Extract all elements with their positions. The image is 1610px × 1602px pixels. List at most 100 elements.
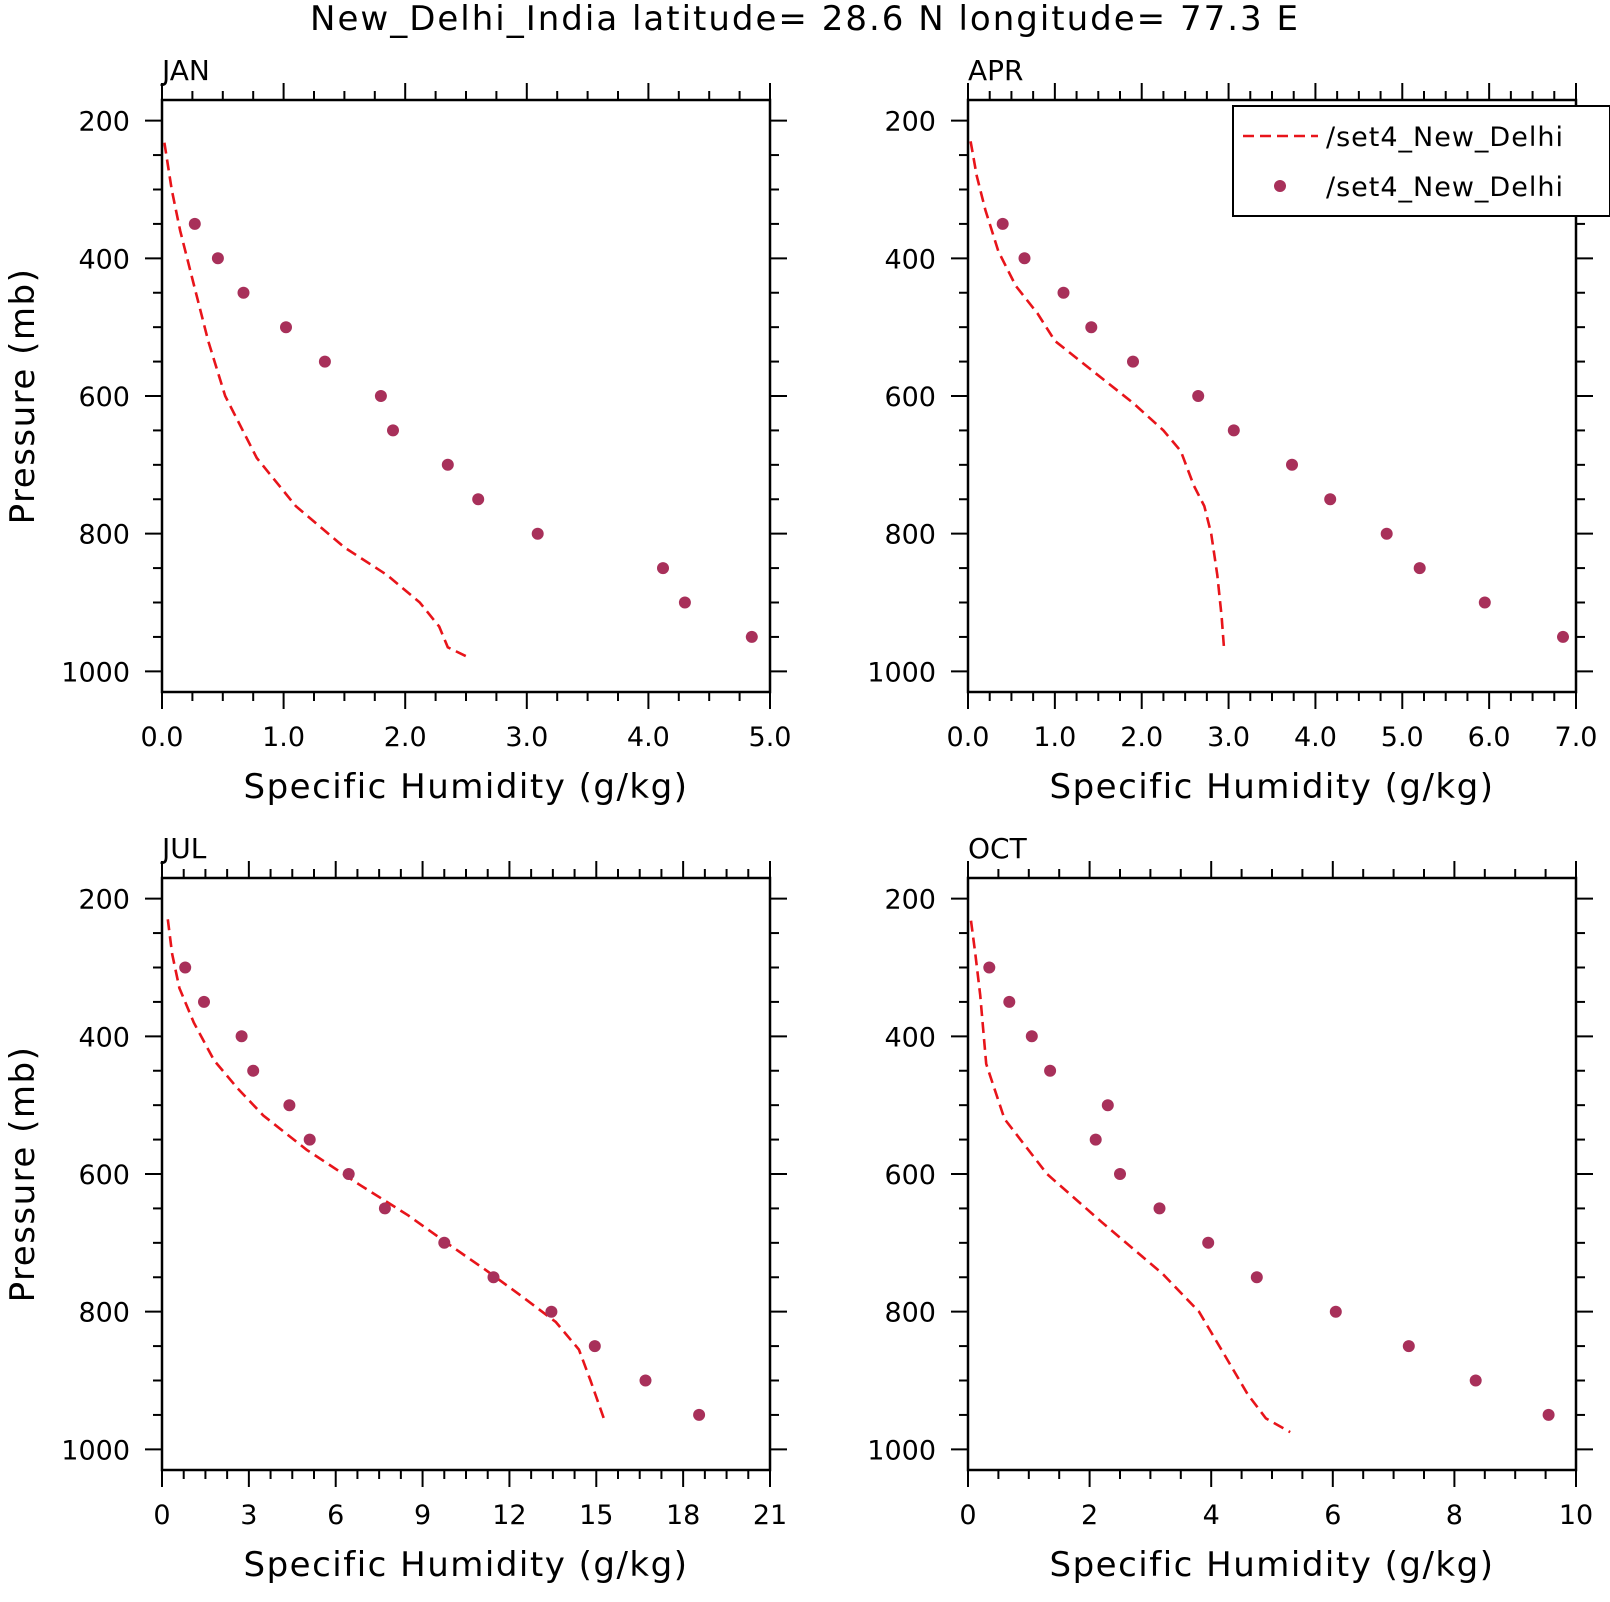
observation-point bbox=[639, 1374, 652, 1387]
observation-point bbox=[387, 424, 399, 437]
plot-data bbox=[163, 142, 758, 658]
observation-point bbox=[378, 1202, 391, 1215]
panel-jan: 200 400 600 800 1000 0.0 1.0 2.0 3.0 4.0 5.0 JAN Spe… bbox=[3, 54, 791, 807]
observation-point bbox=[1402, 1340, 1415, 1353]
x-tick-label: 0.0 bbox=[141, 722, 184, 753]
y-axis-title: Pressure (mb) bbox=[3, 1046, 43, 1303]
plot-data bbox=[166, 919, 706, 1423]
observation-point bbox=[441, 458, 454, 471]
x-tick-label: 2.0 bbox=[384, 722, 427, 753]
x-axis-title: Specific Humidity (g/kg) bbox=[244, 767, 689, 807]
y-tick-label: 1000 bbox=[867, 657, 936, 688]
x-tick-label: 5.0 bbox=[749, 722, 792, 753]
x-tick-label: 6 bbox=[327, 1500, 344, 1531]
observation-point bbox=[1127, 355, 1139, 368]
observation-point bbox=[1469, 1374, 1482, 1387]
y-tick-label: 200 bbox=[78, 107, 130, 138]
observation-point bbox=[1044, 1064, 1057, 1077]
plot-frame bbox=[160, 98, 772, 694]
x-tick-label: 0 bbox=[959, 1500, 976, 1531]
observation-point bbox=[487, 1271, 500, 1284]
y-tick-label: 400 bbox=[884, 244, 936, 275]
x-tick-label: 4.0 bbox=[1294, 722, 1337, 753]
observation-point bbox=[1089, 1133, 1102, 1146]
legend-box bbox=[1232, 105, 1610, 217]
observation-point bbox=[1114, 1168, 1126, 1180]
x-tick-label: 6 bbox=[1324, 1500, 1341, 1531]
y-tick-label: 1000 bbox=[61, 657, 130, 688]
x-tick-label: 12 bbox=[492, 1500, 526, 1531]
x-tick-label: 3 bbox=[240, 1500, 257, 1531]
observation-point bbox=[1025, 1030, 1038, 1043]
x-tick-label: 3.0 bbox=[1207, 722, 1250, 753]
legend-label-dots: /set4_New_Delhi bbox=[1326, 172, 1564, 203]
y-tick-label: 1000 bbox=[61, 1435, 130, 1466]
plot-data bbox=[969, 141, 1569, 651]
observation-point bbox=[1324, 493, 1337, 506]
y-tick-label: 600 bbox=[78, 1160, 130, 1191]
x-tick-label: 7.0 bbox=[1555, 722, 1598, 753]
observation-point bbox=[1057, 286, 1070, 299]
observation-point bbox=[1085, 321, 1098, 334]
y-tick-label: 200 bbox=[78, 885, 130, 916]
x-tick-label: 4 bbox=[1203, 1500, 1220, 1531]
x-tick-label: 0 bbox=[153, 1500, 170, 1531]
observation-point bbox=[1101, 1099, 1114, 1112]
observation-point bbox=[745, 630, 758, 643]
observation-point bbox=[342, 1168, 355, 1180]
observation-point bbox=[1542, 1408, 1555, 1421]
y-tick-label: 400 bbox=[78, 244, 130, 275]
y-tick-label: 600 bbox=[884, 382, 936, 413]
observation-point bbox=[1250, 1271, 1263, 1284]
observation-point bbox=[1003, 995, 1016, 1008]
observation-point bbox=[472, 493, 485, 506]
observation-point bbox=[198, 995, 210, 1008]
observation-point bbox=[1227, 424, 1240, 437]
y-tick-label: 600 bbox=[78, 382, 130, 413]
observation-point bbox=[1413, 562, 1426, 575]
observation-point bbox=[318, 355, 331, 368]
x-tick-label: 10 bbox=[1559, 1500, 1593, 1531]
plot-data bbox=[969, 920, 1555, 1434]
observation-point bbox=[1478, 596, 1491, 609]
y-tick-label: 800 bbox=[884, 1298, 936, 1329]
panel-label: APR bbox=[968, 54, 1024, 87]
x-tick-label: 18 bbox=[666, 1500, 700, 1531]
legend: /set4_New_Delhi/set4_New_Delhi bbox=[1232, 105, 1610, 217]
panel-apr: 200 400 600 800 1000 0.0 1.0 2.0 3.0 4.0 5.0 6.0 7.0… bbox=[867, 54, 1597, 807]
x-tick-label: 15 bbox=[579, 1500, 613, 1531]
observation-point bbox=[438, 1236, 451, 1249]
panel-label: JUL bbox=[160, 832, 207, 865]
observation-point bbox=[1153, 1202, 1166, 1215]
observation-point bbox=[678, 596, 691, 609]
observation-point bbox=[211, 252, 224, 265]
x-tick-label: 21 bbox=[753, 1500, 787, 1531]
x-tick-label: 1.0 bbox=[1033, 722, 1076, 753]
x-tick-label: 4.0 bbox=[627, 722, 670, 753]
y-tick-label: 400 bbox=[884, 1022, 936, 1053]
x-tick-label: 0.0 bbox=[947, 722, 990, 753]
x-tick-label: 6.0 bbox=[1468, 722, 1511, 753]
observation-point bbox=[1380, 527, 1393, 540]
observation-point bbox=[247, 1064, 260, 1077]
x-tick-label: 5.0 bbox=[1381, 722, 1424, 753]
model-profile-line bbox=[166, 919, 607, 1423]
observation-point bbox=[588, 1340, 601, 1353]
y-tick-label: 800 bbox=[884, 520, 936, 551]
figure-title: New_Delhi_India latitude= 28.6 N longitu… bbox=[310, 0, 1300, 39]
legend-label-line: /set4_New_Delhi bbox=[1326, 122, 1564, 153]
observation-point bbox=[983, 961, 996, 974]
observation-point bbox=[280, 321, 292, 334]
plot-frame bbox=[160, 876, 772, 1472]
y-tick-label: 400 bbox=[78, 1022, 130, 1053]
y-tick-label: 600 bbox=[884, 1160, 936, 1191]
observation-point bbox=[996, 217, 1009, 230]
observation-point bbox=[531, 527, 544, 540]
observation-point bbox=[303, 1133, 316, 1146]
x-axis-title: Specific Humidity (g/kg) bbox=[244, 1545, 689, 1585]
x-axis-title: Specific Humidity (g/kg) bbox=[1050, 767, 1495, 807]
panel-jul: 200 400 600 800 1000 0 3 6 9 12 15 18 21 JUL Specific … bbox=[3, 832, 787, 1585]
y-tick-label: 200 bbox=[884, 107, 936, 138]
x-tick-label: 2 bbox=[1081, 1500, 1098, 1531]
